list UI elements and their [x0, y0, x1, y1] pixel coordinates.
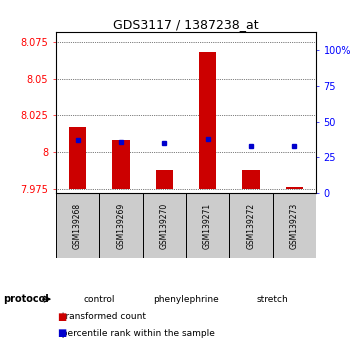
Bar [156, 170, 173, 189]
Bar [199, 52, 216, 189]
Text: phenylephrine: phenylephrine [153, 295, 219, 304]
Bar [69, 127, 86, 189]
Bar [273, 193, 316, 258]
Text: control: control [83, 295, 115, 304]
Text: GSM139268: GSM139268 [73, 202, 82, 249]
Text: GSM139269: GSM139269 [117, 202, 125, 249]
Title: GDS3117 / 1387238_at: GDS3117 / 1387238_at [113, 18, 259, 31]
Bar [286, 187, 303, 189]
Bar [112, 140, 130, 189]
Text: GSM139271: GSM139271 [203, 202, 212, 249]
Bar [242, 170, 260, 189]
Text: GSM139270: GSM139270 [160, 202, 169, 249]
Text: protocol: protocol [4, 294, 49, 304]
Text: transformed count: transformed count [56, 312, 146, 321]
Bar [229, 193, 273, 258]
Text: ■: ■ [57, 312, 66, 322]
Text: ■: ■ [57, 329, 66, 338]
Bar [99, 193, 143, 258]
Text: GSM139273: GSM139273 [290, 202, 299, 249]
Bar [56, 193, 99, 258]
Text: stretch: stretch [257, 295, 288, 304]
Text: GSM139272: GSM139272 [247, 202, 255, 249]
Text: percentile rank within the sample: percentile rank within the sample [56, 329, 215, 338]
Bar [186, 193, 229, 258]
Bar [143, 193, 186, 258]
